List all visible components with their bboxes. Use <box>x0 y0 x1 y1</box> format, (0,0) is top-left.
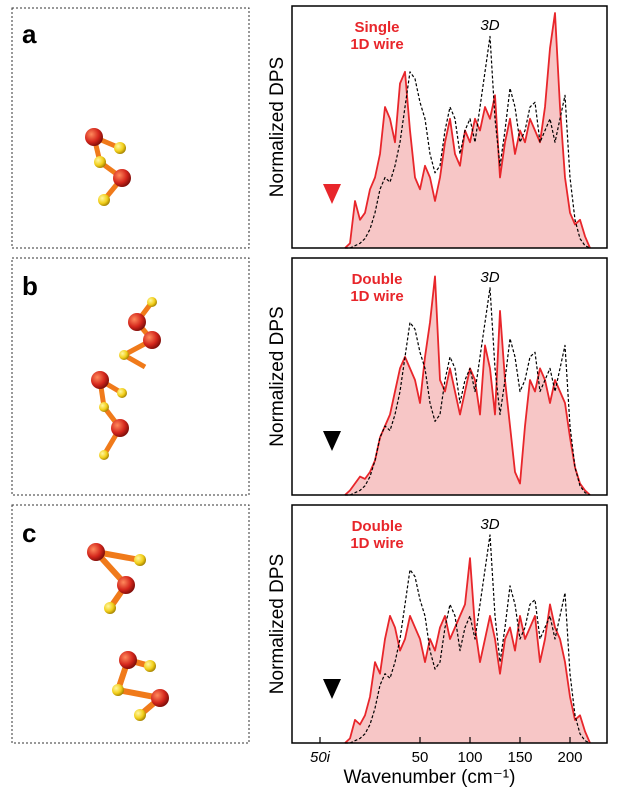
structure-a <box>11 7 250 249</box>
frame <box>11 7 250 249</box>
x-tick-label: 50 <box>412 749 429 766</box>
x-tick-label: 150 <box>507 749 532 766</box>
line <box>345 534 591 744</box>
line <box>344 12 591 249</box>
arrow <box>323 431 341 451</box>
arrow-head <box>323 431 341 451</box>
arrow <box>323 184 341 204</box>
line <box>345 287 591 496</box>
y-axis-label: Normalized DPS <box>267 554 288 694</box>
arrow-head <box>323 679 341 699</box>
annotation: Double <box>352 518 403 535</box>
x-axis-label: Wavenumber (cm⁻¹) <box>344 767 516 788</box>
annotation: 1D wire <box>350 36 403 53</box>
plot-frame <box>291 257 608 496</box>
line <box>344 275 591 496</box>
plot-frame <box>291 5 608 249</box>
panel-label: c <box>22 518 36 548</box>
panel-label: b <box>22 271 38 301</box>
area <box>345 276 590 495</box>
arrow <box>323 679 341 699</box>
x-tick-label: 50i <box>310 749 331 766</box>
series-label: 3D <box>480 516 499 533</box>
structure-b <box>11 257 250 496</box>
panel-label: a <box>22 19 37 49</box>
annotation: 1D wire <box>350 535 403 552</box>
annotation: Double <box>352 271 403 288</box>
area <box>345 13 590 248</box>
frame <box>11 504 250 744</box>
plot-frame <box>291 504 608 744</box>
annotation: 1D wire <box>350 288 403 305</box>
arrow-head <box>323 184 341 204</box>
y-axis-label: Normalized DPS <box>267 57 288 197</box>
line <box>344 557 591 744</box>
x-tick-label: 100 <box>457 749 482 766</box>
series-label: 3D <box>480 269 499 286</box>
line <box>345 35 591 249</box>
annotation: Single <box>354 19 399 36</box>
frame <box>11 257 250 496</box>
y-axis-label: Normalized DPS <box>267 306 288 446</box>
series-label: 3D <box>480 17 499 34</box>
x-tick-label: 200 <box>557 749 582 766</box>
area <box>345 558 590 743</box>
structure-c <box>11 504 250 744</box>
